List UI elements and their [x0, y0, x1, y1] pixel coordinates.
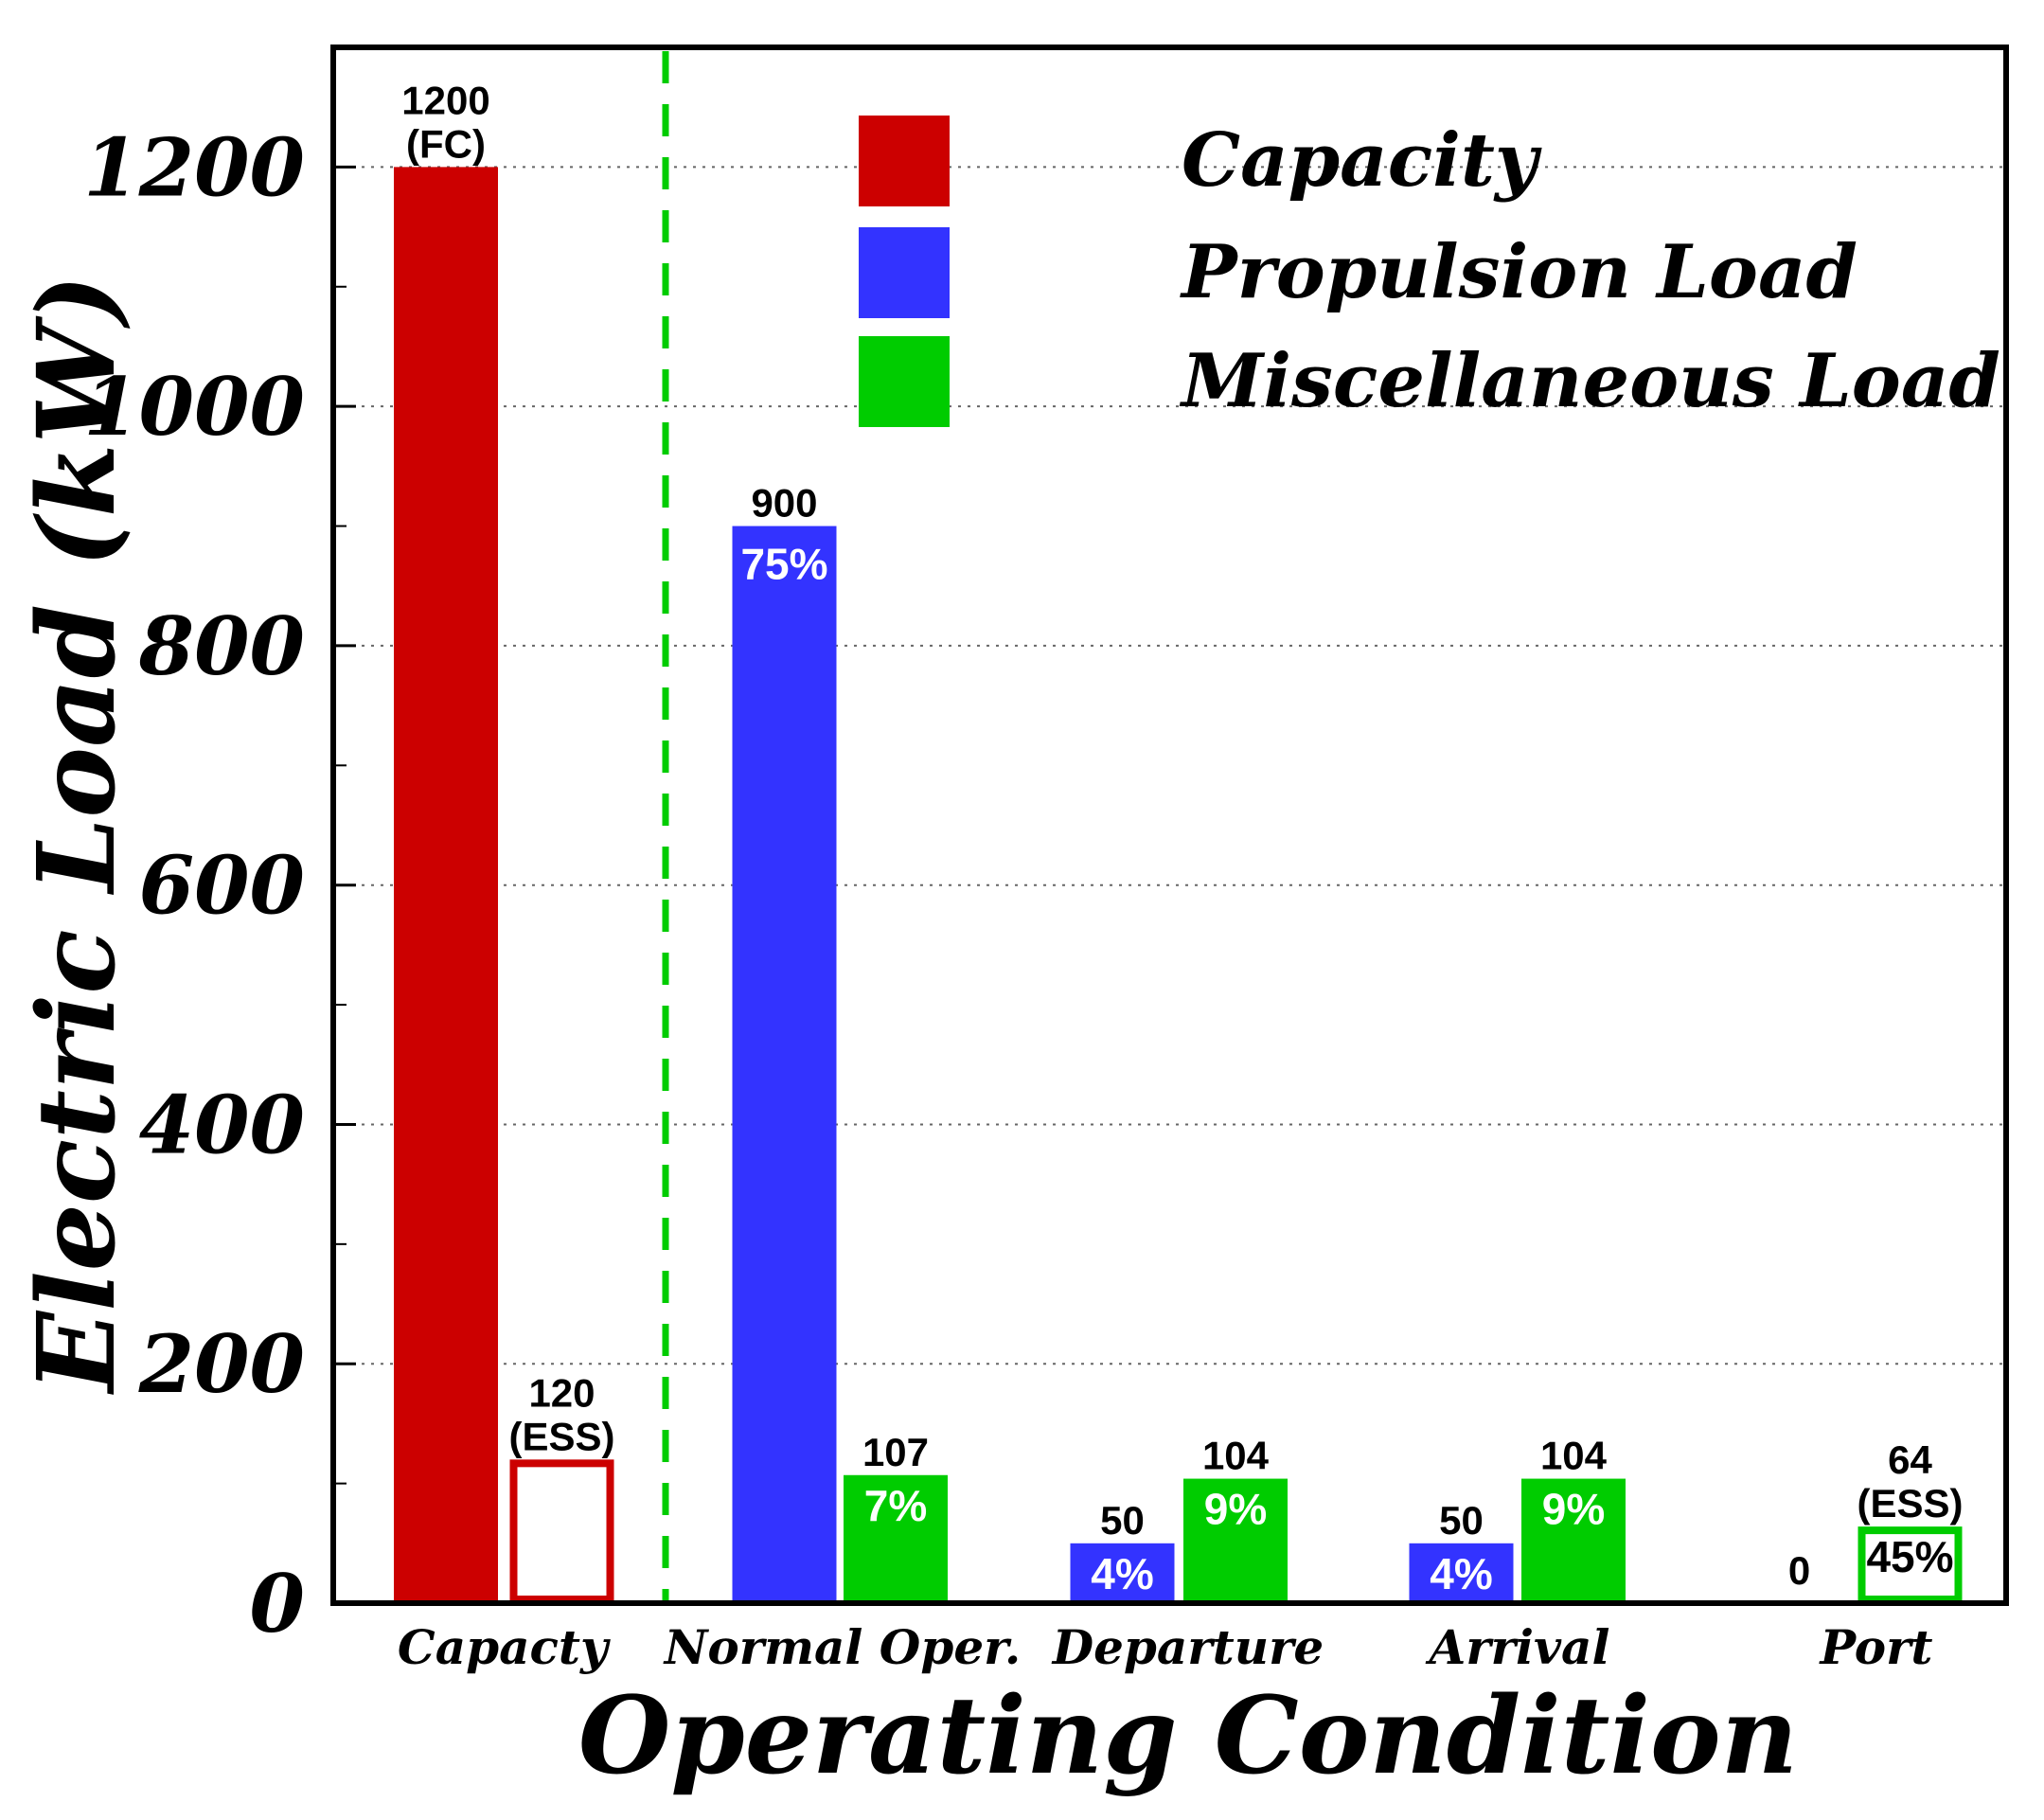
bar-value-label: 50 — [1439, 1498, 1484, 1543]
bar-value-label: 104 — [1202, 1434, 1270, 1478]
bar-percent-label: 45% — [1866, 1532, 1953, 1581]
bar-percent-label: 9% — [1542, 1485, 1605, 1534]
bar-percent-label: 7% — [864, 1481, 927, 1530]
bar-sublabel: (ESS) — [508, 1414, 614, 1458]
bar-percent-label: 4% — [1091, 1549, 1153, 1598]
legend-label-misc: Miscellaneous Load — [1179, 338, 2000, 424]
bars — [394, 167, 1963, 1604]
bar-value-label: 104 — [1540, 1434, 1608, 1478]
legend: Capacity Propulsion Load Miscellaneous Loa… — [859, 116, 2000, 427]
bar-misc-outline — [1857, 1526, 1963, 1604]
bar-percent-label: 75% — [740, 540, 827, 589]
y-tick-label: 1200 — [83, 120, 305, 214]
x-axis-category-labels: Capacty Normal Oper. Departure Arrival Port — [398, 1619, 1933, 1675]
bar-value-label: 900 — [751, 481, 817, 526]
bar-misc — [1521, 1478, 1626, 1603]
y-tick-label: 400 — [139, 1078, 305, 1171]
bar-value-label: 64 — [1888, 1437, 1932, 1482]
bar-percent-label: 9% — [1204, 1485, 1267, 1534]
bar-sublabel: (FC) — [406, 121, 486, 166]
bar-percent-label: 4% — [1430, 1549, 1492, 1598]
bar-value-label: 1200 — [401, 78, 489, 122]
bar-value-label: 120 — [528, 1370, 595, 1415]
legend-swatch-capacity — [859, 116, 950, 206]
bar-value-label: 50 — [1100, 1498, 1145, 1543]
bar-value-label: 0 — [1788, 1548, 1810, 1593]
y-axis-ticks: 0 200 400 600 800 1000 1200 — [83, 120, 356, 1650]
x-category-label: Departure — [1051, 1619, 1324, 1675]
bar-capacity-outline — [509, 1459, 614, 1604]
legend-label-capacity: Capacity — [1182, 117, 1542, 204]
x-category-label: Port — [1818, 1619, 1932, 1675]
y-tick-label: 800 — [138, 599, 305, 693]
legend-swatch-propulsion — [859, 227, 950, 318]
legend-swatch-misc — [859, 336, 950, 427]
x-axis-title: Operating Condition — [578, 1674, 1798, 1798]
y-tick-label: 1000 — [83, 360, 305, 454]
gridlines — [333, 166, 2006, 1365]
y-axis-title: Electric Load (kW) — [15, 275, 139, 1396]
bar-propulsion — [732, 526, 837, 1603]
bar-propulsion — [1070, 1543, 1175, 1603]
bar-sublabel: (ESS) — [1857, 1481, 1963, 1526]
bar-capacity — [394, 167, 498, 1603]
x-category-label: Normal Oper. — [663, 1619, 1022, 1675]
y-tick-label: 600 — [139, 839, 305, 933]
bar-misc — [844, 1474, 948, 1603]
bar-value-label: 107 — [862, 1430, 929, 1474]
y-tick-label: 200 — [138, 1317, 305, 1411]
x-category-label: Capacty — [398, 1619, 611, 1675]
bar-misc — [1183, 1478, 1288, 1603]
plot-frame — [330, 45, 2009, 1606]
legend-label-propulsion: Propulsion Load — [1180, 229, 1857, 315]
y-tick-label: 0 — [250, 1557, 305, 1650]
x-category-label: Arrival — [1426, 1619, 1610, 1675]
bar-propulsion — [1409, 1543, 1514, 1603]
